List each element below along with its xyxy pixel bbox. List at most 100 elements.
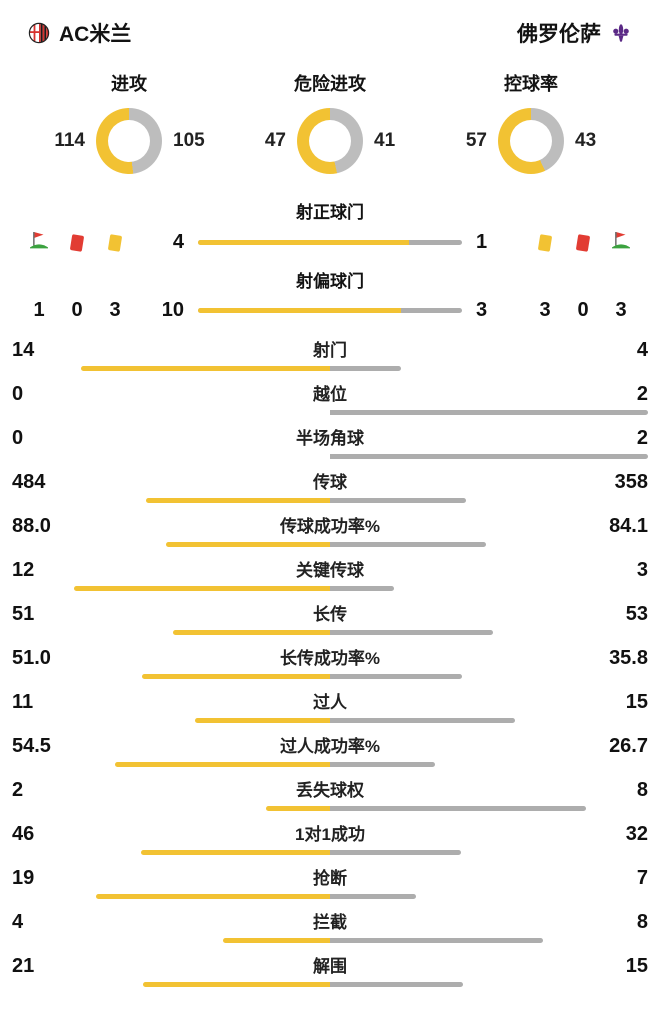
away-stat-value: 2	[636, 383, 648, 405]
stat-values: 51.0 长传成功率% 35.8	[12, 644, 648, 670]
home-stat-value: 0	[12, 427, 24, 449]
home-stat-value: 14	[12, 339, 35, 361]
away-bar-fill	[330, 498, 467, 503]
donut-label: 控球率	[504, 74, 558, 94]
stat-bar	[12, 674, 648, 679]
red-card-icon	[575, 233, 591, 252]
stat-row: 14 射门 4	[12, 336, 648, 380]
away-stat-value: 15	[625, 955, 648, 977]
stat-row: 46 1对1成功 32	[12, 820, 648, 864]
home-stat-value: 4	[12, 911, 24, 933]
away-stat-value: 32	[625, 823, 648, 845]
home-discipline-icons	[20, 230, 138, 255]
away-stat-value: 7	[636, 867, 648, 889]
donut-row: 114 105	[30, 108, 228, 174]
stat-values: 21 解围 15	[12, 952, 648, 978]
away-bar-fill	[330, 630, 494, 635]
home-bar-track	[12, 454, 330, 459]
away-bar-fill	[330, 586, 394, 591]
home-donut-value: 57	[465, 130, 487, 151]
away-bar-fill	[330, 410, 648, 415]
shots-on-target-block: 射正球门 4	[12, 198, 648, 255]
home-stat-value: 51.0	[12, 647, 51, 669]
home-yellow-card-count: 3	[109, 299, 121, 321]
away-bar-track	[330, 586, 648, 591]
away-yellow-card-count: 3	[539, 299, 551, 321]
away-bar-track	[330, 498, 648, 503]
away-bar-fill	[330, 674, 462, 679]
stat-row: 0 越位 2	[12, 380, 648, 424]
away-discipline-counts: 3 0 3	[522, 299, 640, 322]
stat-label: 传球成功率%	[279, 517, 381, 536]
home-bar-track	[12, 850, 330, 855]
stat-label: 解围	[313, 957, 347, 976]
shots-on-target-row: 4 1	[12, 230, 648, 255]
stat-values: 2 丢失球权 8	[12, 776, 648, 802]
stat-row: 0 半场角球 2	[12, 424, 648, 468]
donut-section: 进攻 114 105 危险进攻 47 41 控球率 57 43	[12, 70, 648, 174]
home-donut-value: 114	[54, 130, 85, 151]
fiorentina-logo-icon	[610, 22, 632, 44]
stat-row: 51 长传 53	[12, 600, 648, 644]
home-bar-track	[12, 542, 330, 547]
away-bar-fill	[330, 938, 544, 943]
donut-chart	[297, 108, 363, 174]
away-discipline-icons	[522, 230, 640, 255]
home-team-name: AC米兰	[59, 23, 132, 46]
away-stat-value: 35.8	[609, 647, 648, 669]
home-red-card-count: 0	[71, 299, 83, 321]
home-bar-fill	[173, 630, 330, 635]
home-bar-fill	[81, 366, 330, 371]
stat-bar	[12, 542, 648, 547]
stat-label: 射门	[313, 341, 347, 360]
header: AC米兰 佛罗伦萨	[12, 16, 648, 48]
stat-bar	[12, 894, 648, 899]
home-donut-value: 47	[264, 130, 286, 151]
stat-bar	[12, 806, 648, 811]
stat-bar	[12, 938, 648, 943]
away-bar-track	[330, 718, 648, 723]
away-donut-value: 43	[575, 130, 597, 151]
home-bar-fill	[166, 542, 330, 547]
shots-off-target-label: 射偏球门	[296, 272, 364, 291]
away-red-card-count: 0	[577, 299, 589, 321]
home-stat-value: 12	[12, 559, 35, 581]
home-discipline-counts: 1 0 3	[20, 299, 138, 322]
home-stat-value: 54.5	[12, 735, 51, 757]
home-stat-value: 11	[12, 691, 34, 713]
donut-chart	[96, 108, 162, 174]
away-stat-value: 8	[636, 779, 648, 801]
home-team: AC米兰	[28, 18, 131, 48]
stat-bar	[12, 718, 648, 723]
stats-list: 14 射门 4 0 越位 2 0 半场角	[12, 336, 648, 996]
stat-values: 54.5 过人成功率% 26.7	[12, 732, 648, 758]
stat-row: 11 过人 15	[12, 688, 648, 732]
home-stat-value: 2	[12, 779, 24, 801]
away-shots-on-target: 1	[476, 231, 488, 253]
home-stat-value: 0	[12, 383, 24, 405]
home-stat-value: 88.0	[12, 515, 51, 537]
away-stat-value: 26.7	[609, 735, 648, 757]
home-bar-fill	[96, 894, 330, 899]
shots-off-target-block: 射偏球门 1 0 3 10 3 3 0 3	[12, 267, 648, 322]
home-shots-off-target: 10	[161, 299, 184, 321]
home-bar-fill	[115, 762, 330, 767]
away-bar-fill	[330, 542, 487, 547]
home-bar-track	[12, 718, 330, 723]
stat-label: 半场角球	[296, 429, 364, 448]
away-bar-track	[330, 366, 648, 371]
home-stat-value: 51	[12, 603, 35, 625]
stat-values: 11 过人 15	[12, 688, 648, 714]
home-bar-fill	[266, 806, 330, 811]
stat-bar	[12, 982, 648, 987]
away-bar-track	[330, 454, 648, 459]
stat-row: 88.0 传球成功率% 84.1	[12, 512, 648, 556]
stat-values: 51 长传 53	[12, 600, 648, 626]
away-team-name: 佛罗伦萨	[517, 23, 601, 46]
home-bar-track	[12, 410, 330, 415]
home-bar-track	[12, 498, 330, 503]
away-stat-value: 2	[636, 427, 648, 449]
donut-row: 47 41	[231, 108, 429, 174]
away-corner-count: 3	[615, 299, 627, 321]
